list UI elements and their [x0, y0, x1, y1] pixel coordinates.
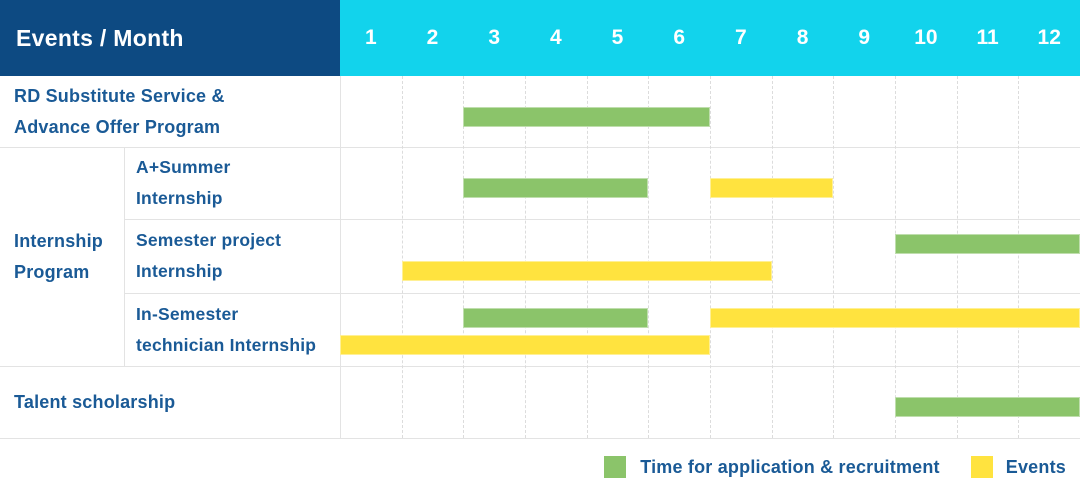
- month-gridline: [525, 76, 526, 438]
- event-bar: [401, 261, 772, 281]
- month-gridline: [586, 76, 588, 438]
- month-label: 1: [364, 26, 377, 49]
- recruitment-bar: [895, 397, 1080, 417]
- month-gridline: [771, 76, 773, 438]
- legend: Time for application & recruitment Event…: [604, 451, 1066, 483]
- month-label: 10: [914, 26, 938, 49]
- row-label-text: Semester project Internship: [136, 230, 282, 281]
- row-group-internship-program: Internship Program: [0, 147, 124, 366]
- label-grid-divider: [340, 76, 341, 438]
- row-label-text: In-Semester technician Internship: [136, 303, 317, 355]
- month-gridline: [895, 76, 896, 438]
- month-label: 9: [858, 26, 871, 49]
- recruitment-legend-swatch: [604, 456, 627, 478]
- month-gridline: [833, 76, 835, 438]
- recruitment-bar: [895, 234, 1080, 254]
- month-label: 6: [673, 26, 686, 49]
- event-bar: [710, 178, 834, 198]
- month-gridline: [1018, 76, 1020, 438]
- recruitment-bar: [463, 107, 710, 127]
- header-title: Events / Month: [16, 24, 184, 51]
- row-label-talent-scholarship: Talent scholarship: [0, 366, 340, 438]
- row-divider: [0, 366, 1080, 367]
- month-label: 2: [426, 26, 439, 49]
- row-label-text: A+Summer Internship: [136, 157, 231, 208]
- recruitment-bar: [463, 178, 649, 198]
- row-label-a-plus-summer: A+Summer Internship: [124, 147, 340, 219]
- row-label-text: Talent scholarship: [14, 391, 176, 412]
- recruitment-legend-label: Time for application & recruitment: [640, 456, 940, 477]
- month-gridline: [463, 76, 465, 438]
- recruitment-bar: [463, 308, 649, 328]
- month-label: 8: [796, 26, 809, 49]
- row-divider: [0, 147, 1080, 148]
- row-label-in-semester-technician: In-Semester technician Internship: [124, 293, 340, 366]
- month-label: 11: [976, 26, 999, 49]
- month-gridline: [956, 76, 958, 438]
- table-bottom-border: [0, 438, 1080, 439]
- row-divider: [124, 293, 1080, 294]
- month-gridline: [710, 76, 711, 438]
- group-label-text: Internship Program: [14, 230, 104, 282]
- event-bar: [340, 335, 710, 355]
- month-gridline: [401, 76, 403, 438]
- row-label-semester-project: Semester project Internship: [124, 219, 340, 293]
- row-divider: [124, 219, 1080, 220]
- month-label: 12: [1037, 26, 1061, 49]
- group-sublabel-divider: [124, 147, 125, 366]
- month-label: 5: [611, 26, 624, 49]
- event-legend-swatch: [970, 456, 993, 478]
- month-label: 7: [735, 26, 747, 49]
- month-gridline: [648, 76, 650, 438]
- header-title-cell: Events / Month: [0, 0, 340, 76]
- month-header-row: 1 2 3 4 5 6 7 8 9 10 11 12: [340, 0, 1080, 76]
- event-legend-label: Events: [1005, 456, 1066, 477]
- month-label: 3: [488, 26, 501, 49]
- row-label-text: RD Substitute Service & Advance Offer Pr…: [14, 85, 225, 137]
- row-label-rd-substitute: RD Substitute Service & Advance Offer Pr…: [0, 76, 340, 147]
- month-label: 4: [550, 26, 562, 49]
- event-bar: [710, 308, 1080, 328]
